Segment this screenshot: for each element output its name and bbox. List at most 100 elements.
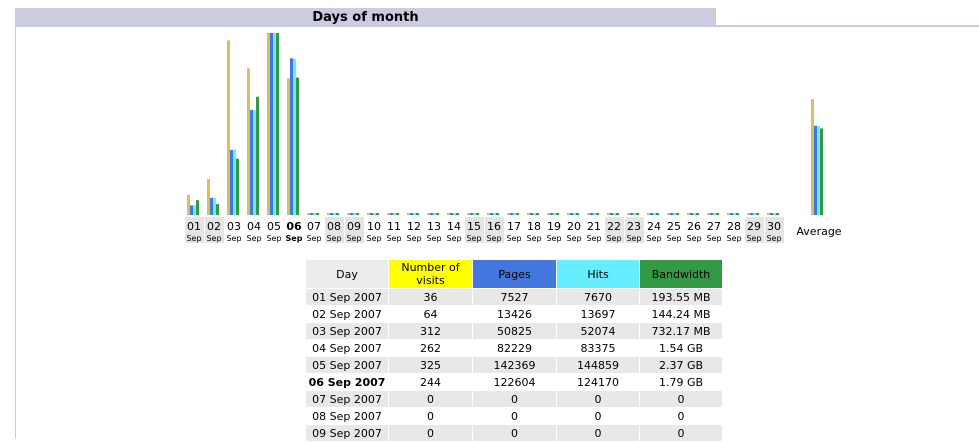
bar-bandwidth-01: [196, 200, 199, 215]
bar-hits-22: [613, 213, 616, 215]
day-tick-label: 24: [647, 220, 661, 233]
bar-number-of-visits-11: [387, 213, 390, 215]
bar-hits-26: [693, 213, 696, 215]
cell-visits: 312: [389, 323, 472, 339]
bar-bandwidth-04: [256, 96, 259, 215]
header-day: Day: [306, 260, 388, 288]
day-tick-label: 22: [607, 220, 621, 233]
bar-hits-21: [593, 213, 596, 215]
bar-bandwidth-25: [676, 213, 679, 215]
table-row: 05 Sep 2007 325 142369 144859 2.37 GB: [306, 357, 722, 373]
day-tick-label: 10: [367, 220, 381, 233]
header-pages: Pages: [473, 260, 556, 288]
cell-bandwidth: 2.37 GB: [640, 357, 722, 373]
weekend-shade-02: [205, 217, 224, 243]
bar-hits-02: [213, 197, 216, 215]
bar-bandwidth-22: [616, 213, 619, 215]
cell-day: 02 Sep 2007: [306, 306, 388, 322]
bar-bandwidth-21: [596, 213, 599, 215]
cell-pages: 0: [473, 391, 556, 407]
cell-hits: 52074: [557, 323, 639, 339]
bar-pages-01: [190, 205, 193, 215]
bar-hits-10: [373, 213, 376, 215]
bar-bandwidth-20: [576, 213, 579, 215]
frame-left-border: [15, 27, 16, 439]
header-visits-line2: visits: [416, 274, 445, 287]
month-tick-label: Sep: [666, 234, 681, 243]
bar-bandwidth-17: [516, 213, 519, 215]
month-tick-label: Sep: [466, 234, 481, 243]
table-row: 07 Sep 2007 0 0 0 0: [306, 391, 722, 407]
bar-pages-20: [570, 213, 573, 215]
bar-hits-05: [273, 33, 276, 215]
day-tick-label: 13: [427, 220, 441, 233]
month-tick-label: Sep: [766, 234, 781, 243]
bar-number-of-visits-10: [367, 213, 370, 215]
bar-number-of-visits-12: [407, 213, 410, 215]
day-tick-label: 09: [347, 220, 361, 233]
day-tick-label: 30: [767, 220, 781, 233]
month-tick-label: Sep: [746, 234, 761, 243]
bar-number-of-visits-09: [347, 213, 350, 215]
bar-hits-19: [553, 213, 556, 215]
cell-bandwidth: 732.17 MB: [640, 323, 722, 339]
bar-number-of-visits-16: [487, 213, 490, 215]
cell-visits: 0: [389, 391, 472, 407]
month-tick-label: Sep: [406, 234, 421, 243]
weekend-shade-16: [485, 217, 504, 243]
bar-pages-18: [530, 213, 533, 215]
bar-pages-25: [670, 213, 673, 215]
bar-hits-03: [233, 149, 236, 215]
bar-pages-05: [270, 33, 273, 215]
day-tick-label: 08: [327, 220, 341, 233]
bar-number-of-visits-13: [427, 213, 430, 215]
month-tick-label: Sep: [326, 234, 341, 243]
bar-pages-03: [230, 150, 233, 215]
header-bandwidth: Bandwidth: [640, 260, 722, 288]
bar-pages-17: [510, 213, 513, 215]
bar-number-of-visits-22: [607, 213, 610, 215]
bar-hits-23: [633, 213, 636, 215]
weekend-shade-15: [465, 217, 484, 243]
bar-hits-30: [773, 213, 776, 215]
month-tick-label: Sep: [366, 234, 381, 243]
bar-number-of-visits-23: [627, 213, 630, 215]
bar-pages-02: [210, 197, 213, 215]
bar-pages-11: [390, 213, 393, 215]
bar-bandwidth-15: [476, 213, 479, 215]
bar-pages-12: [410, 213, 413, 215]
day-tick-label: 03: [227, 220, 241, 233]
cell-pages: 142369: [473, 357, 556, 373]
cell-day: 04 Sep 2007: [306, 340, 388, 356]
cell-pages: 82229: [473, 340, 556, 356]
day-tick-label: 12: [407, 220, 421, 233]
day-tick-label: 07: [307, 220, 321, 233]
bar-bandwidth-13: [436, 213, 439, 215]
cell-hits: 0: [557, 391, 639, 407]
bar-pages-10: [370, 213, 373, 215]
month-tick-label: Sep: [346, 234, 361, 243]
month-tick-label: Sep: [226, 234, 241, 243]
month-tick-label: Sep: [706, 234, 721, 243]
month-tick-label: Sep: [646, 234, 661, 243]
bar-hits-04: [253, 110, 256, 215]
bar-pages-14: [450, 213, 453, 215]
days-of-month-chart: 01Sep02Sep03Sep04Sep05Sep06Sep07Sep08Sep…: [185, 33, 842, 243]
bar-bandwidth-09: [356, 213, 359, 215]
bar-pages-19: [550, 213, 553, 215]
days-stats-table: Day Number of visits Pages Hits Bandwidt…: [305, 259, 723, 442]
weekend-shade-23: [625, 217, 644, 243]
bar-number-of-visits-07: [307, 213, 310, 215]
bar-bandwidth-28: [736, 213, 739, 215]
cell-hits: 0: [557, 425, 639, 441]
bar-hits-29: [753, 213, 756, 215]
bar-hits-13: [433, 213, 436, 215]
weekend-shade-30: [765, 217, 784, 243]
bar-bandwidth-08: [336, 213, 339, 215]
bar-hits-18: [533, 213, 536, 215]
weekend-shade-29: [745, 217, 764, 243]
bar-pages-24: [650, 213, 653, 215]
cell-pages: 7527: [473, 289, 556, 305]
bar-number-of-visits-02: [207, 179, 210, 215]
month-tick-label: Sep: [186, 234, 201, 243]
